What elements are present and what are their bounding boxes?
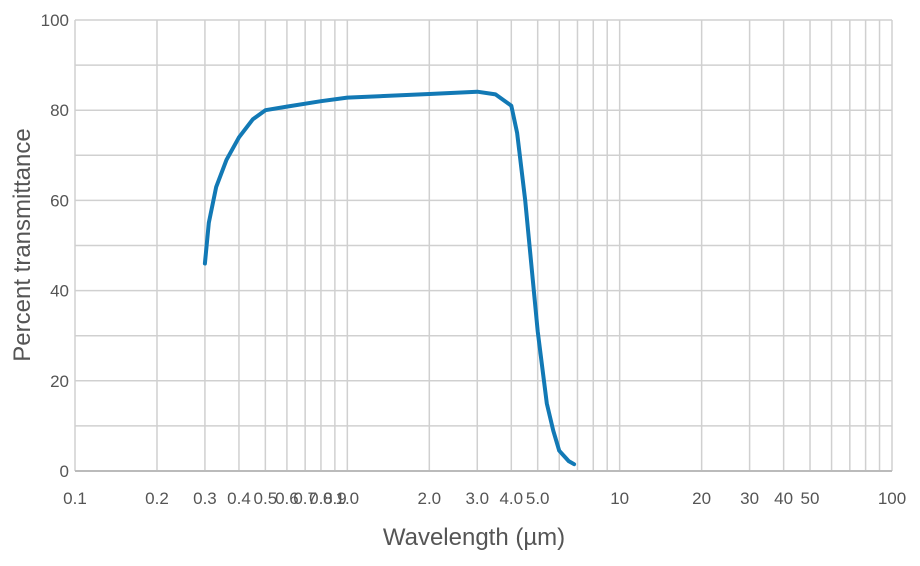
x-tick-label: 0.2 — [145, 489, 169, 508]
y-tick-label: 60 — [50, 191, 69, 210]
y-tick-label: 100 — [41, 11, 69, 30]
x-tick-label: 0.4 — [227, 489, 251, 508]
y-tick-label: 20 — [50, 372, 69, 391]
x-tick-label: 10 — [610, 489, 629, 508]
x-tick-label: 0.6 — [275, 489, 299, 508]
x-tick-label: 50 — [801, 489, 820, 508]
x-tick-label: 0.5 — [254, 489, 278, 508]
x-tick-label: 4.0 — [499, 489, 523, 508]
x-tick-label: 0.8 — [309, 489, 333, 508]
x-tick-label: 0.7 — [293, 489, 317, 508]
x-tick-label: 20 — [692, 489, 711, 508]
x-axis-label: Wavelength (µm) — [383, 524, 565, 551]
x-tick-label: 3.0 — [465, 489, 489, 508]
x-tick-label: 40 — [774, 489, 793, 508]
line-series — [202, 89, 577, 467]
x-tick-label: 0.3 — [193, 489, 217, 508]
y-tick-label: 40 — [50, 282, 69, 301]
y-tick-label: 80 — [50, 101, 69, 120]
x-tick-label: 1.0 — [336, 489, 360, 508]
x-tick-label: 5.0 — [526, 489, 550, 508]
x-tick-label: 0.9 — [323, 489, 347, 508]
x-tick-label: 0.1 — [63, 489, 87, 508]
x-tick-label: 2.0 — [417, 489, 441, 508]
y-axis-label: Percent transmittance — [9, 128, 36, 361]
x-tick-label: 100 — [878, 489, 906, 508]
y-tick-label: 0 — [60, 462, 69, 481]
x-tick-label: 30 — [740, 489, 759, 508]
